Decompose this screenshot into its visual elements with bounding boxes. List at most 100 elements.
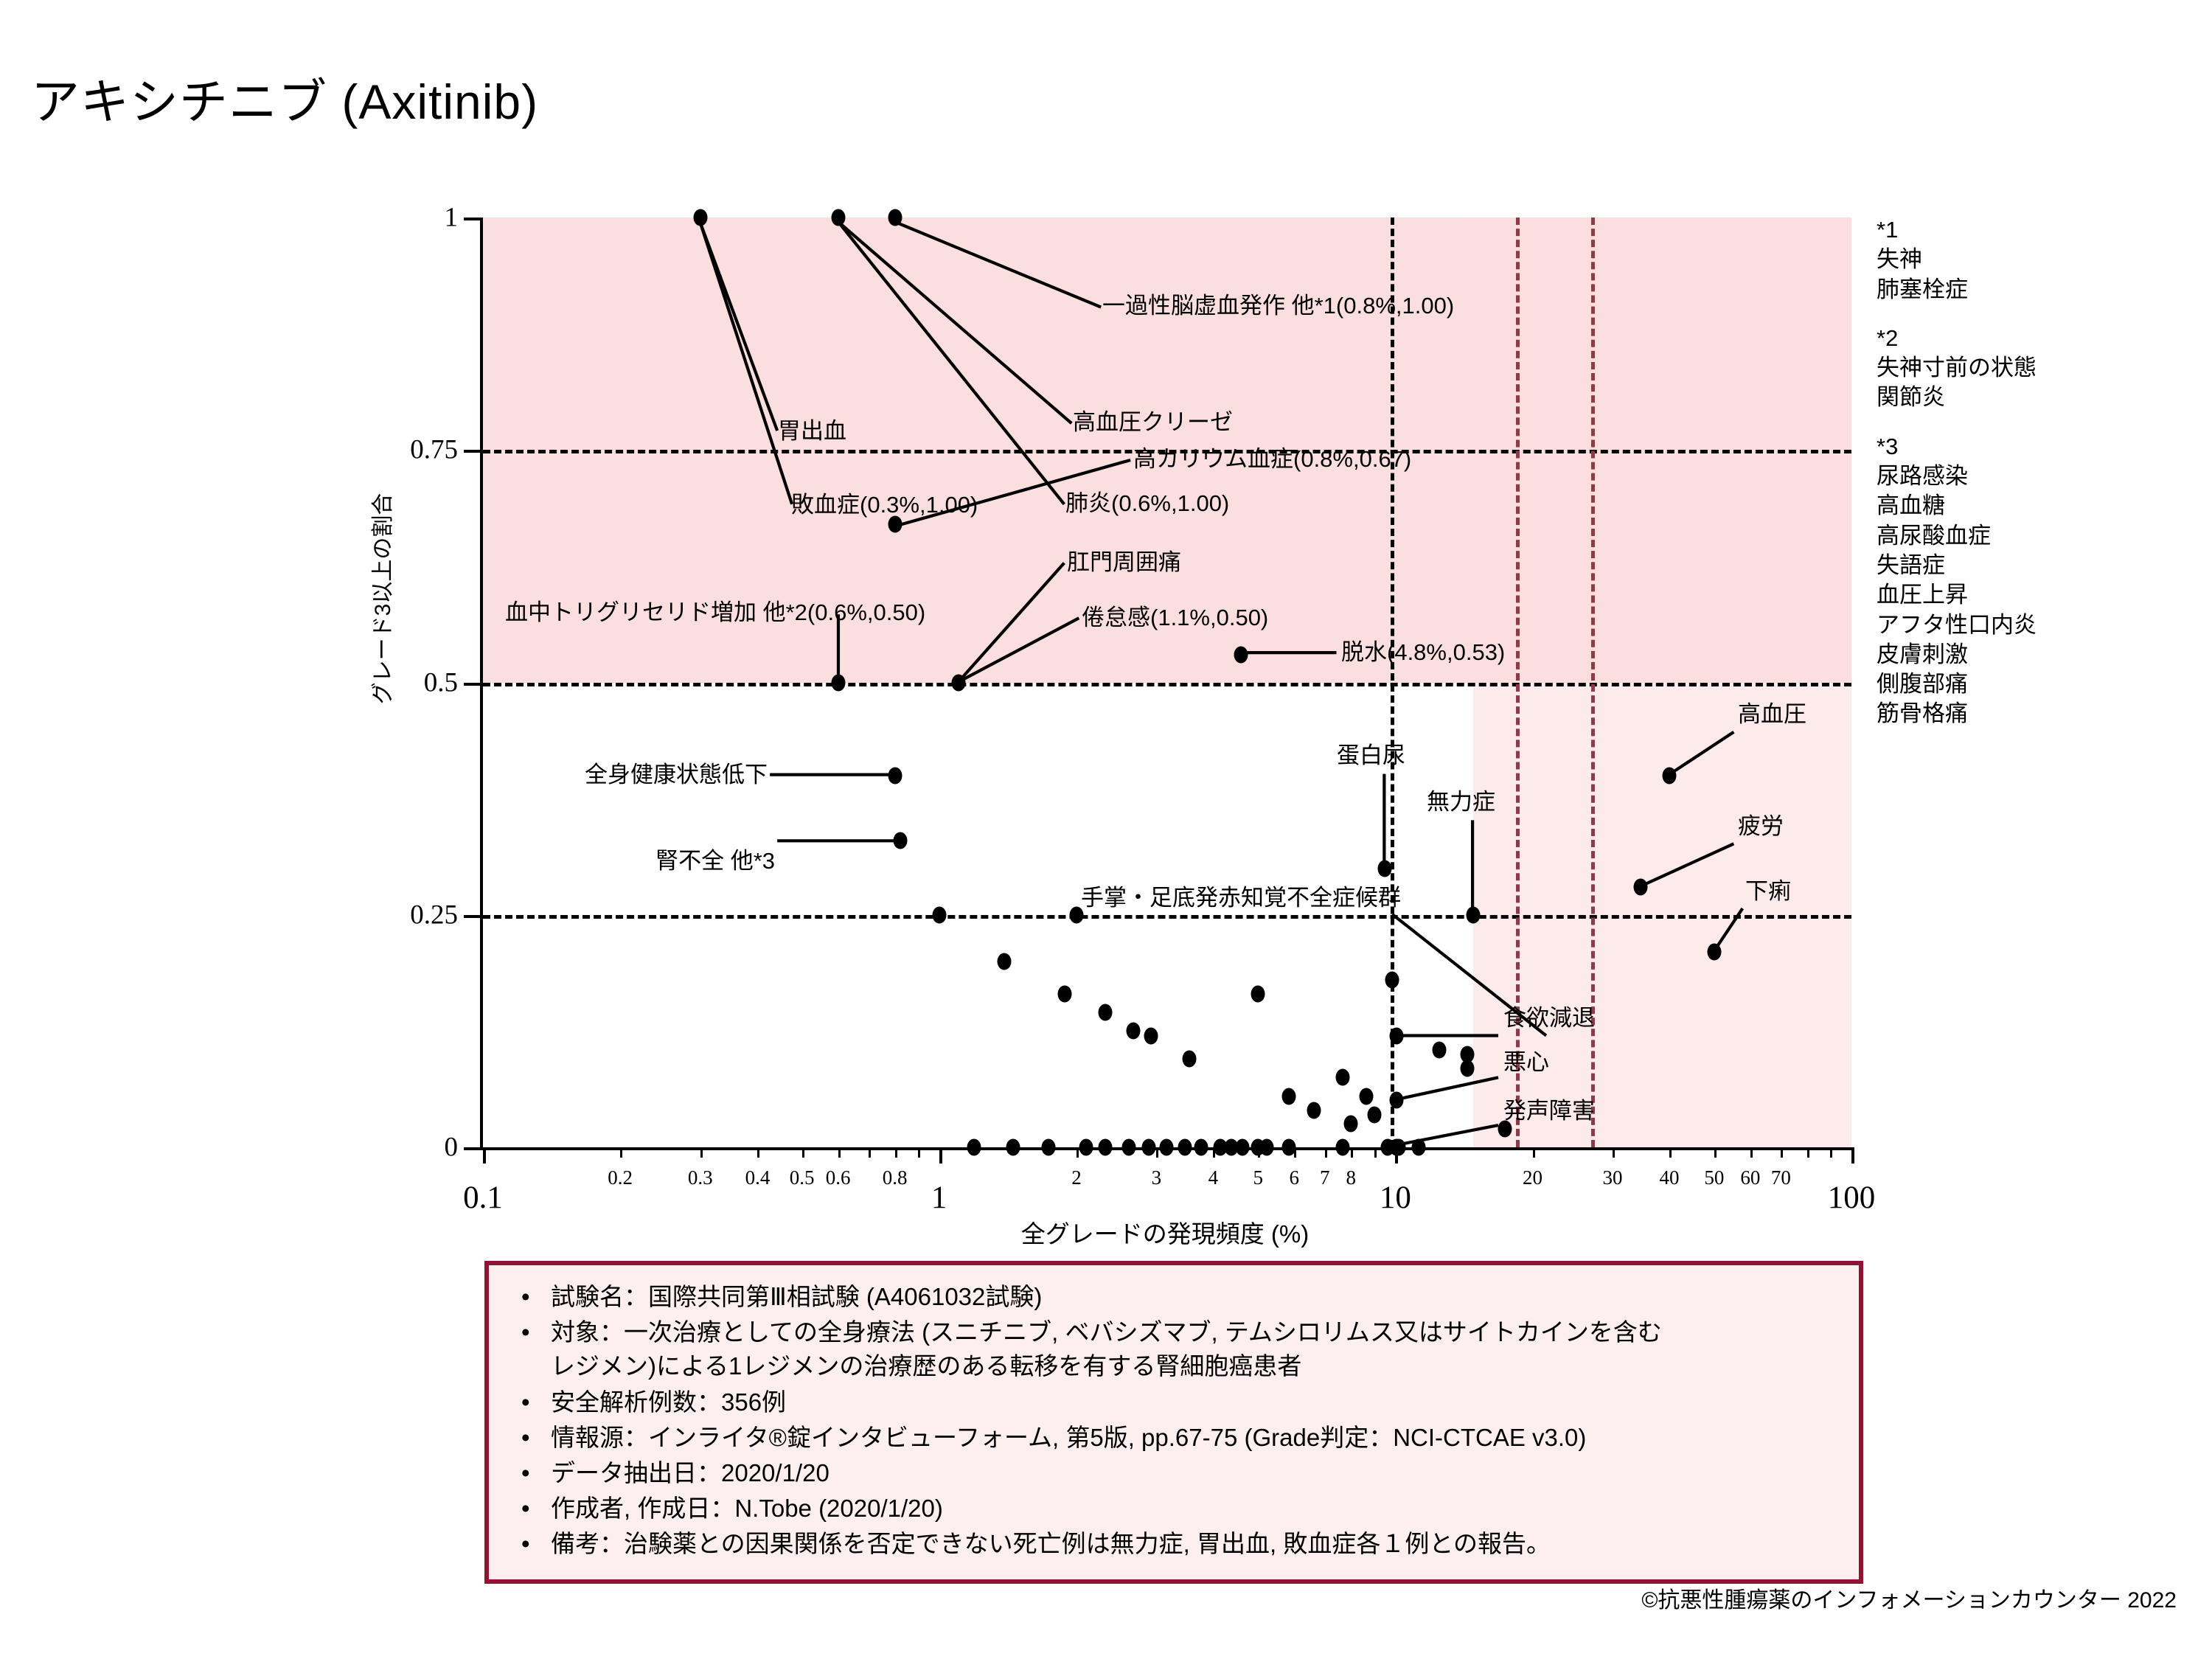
data-point[interactable] bbox=[967, 1138, 981, 1156]
xtick-80 bbox=[1806, 1147, 1809, 1158]
footnote-column: *1 失神 肺塞栓症 *2 失神寸前の状態 関節炎 *3 尿路感染 高血糖 高尿… bbox=[1877, 215, 2037, 748]
data-point[interactable] bbox=[1281, 1088, 1296, 1105]
data-point[interactable] bbox=[1335, 1068, 1350, 1086]
study-info-list: 試験名：国際共同第Ⅲ相試験 (A4061032試験) 対象：一次治療としての全身… bbox=[508, 1280, 1840, 1562]
data-point[interactable] bbox=[1281, 1138, 1296, 1156]
data-point-general-health-decline[interactable] bbox=[888, 767, 902, 785]
data-point[interactable] bbox=[1098, 1138, 1113, 1156]
data-point[interactable] bbox=[1307, 1102, 1321, 1119]
xlabel-0.5: 0.5 bbox=[789, 1166, 815, 1189]
data-point-hypertension[interactable] bbox=[1662, 767, 1677, 785]
xlabel-7: 7 bbox=[1320, 1166, 1330, 1189]
scatter-plot-area: 0 0.25 0.5 0.75 1 0.1 0.2 0.3 0.4 0.5 0.… bbox=[410, 203, 1875, 1216]
data-point-diarrhea[interactable] bbox=[1707, 943, 1722, 961]
data-point[interactable] bbox=[1121, 1138, 1136, 1156]
data-point-dehydration[interactable] bbox=[1234, 646, 1248, 664]
data-point[interactable] bbox=[1335, 1138, 1350, 1156]
footnote-group-1: *1 失神 肺塞栓症 bbox=[1877, 215, 2037, 305]
data-point[interactable] bbox=[1194, 1138, 1208, 1156]
data-point-triglycerides[interactable] bbox=[831, 674, 846, 691]
gridline-y-0.75 bbox=[483, 450, 1851, 454]
data-point[interactable] bbox=[1359, 1088, 1374, 1105]
data-point[interactable] bbox=[1213, 1138, 1228, 1156]
study-info-box: 試験名：国際共同第Ⅲ相試験 (A4061032試験) 対象：一次治療としての全身… bbox=[484, 1261, 1863, 1584]
annotation-dehydration: 脱水(4.8%,0.53) bbox=[1341, 639, 1506, 665]
annotation-triglycerides: 血中トリグリセリド増加 他*2(0.6%,0.50) bbox=[505, 599, 926, 625]
xtick-0.7 bbox=[869, 1147, 872, 1158]
xtick-100 bbox=[1851, 1147, 1854, 1164]
data-point-fatigue[interactable] bbox=[1633, 878, 1648, 896]
data-point-hyperkalemia[interactable] bbox=[888, 515, 902, 533]
data-point[interactable] bbox=[1006, 1138, 1020, 1156]
annotation-renal-failure: 腎不全 他*3 bbox=[655, 848, 775, 874]
gridline-x-25 bbox=[1391, 218, 1395, 1147]
annotation-dysphonia: 発声障害 bbox=[1503, 1098, 1595, 1124]
data-point[interactable] bbox=[1098, 1004, 1113, 1021]
data-point[interactable] bbox=[1259, 1138, 1274, 1156]
xlabel-40: 40 bbox=[1659, 1166, 1680, 1189]
ylabel-0.75: 0.75 bbox=[410, 434, 458, 465]
data-point[interactable] bbox=[1141, 1138, 1156, 1156]
annotation-hypertensive-crisis: 高血圧クリーゼ bbox=[1073, 409, 1233, 435]
data-point[interactable] bbox=[1144, 1027, 1158, 1045]
data-point[interactable] bbox=[997, 953, 1012, 970]
data-point[interactable] bbox=[1343, 1115, 1358, 1133]
annotation-perianal-pain: 肛門周囲痛 bbox=[1067, 549, 1181, 575]
xtick-9 bbox=[1374, 1147, 1377, 1158]
data-point[interactable] bbox=[1411, 1138, 1426, 1156]
footnote-item: 血圧上昇 bbox=[1877, 582, 1968, 608]
data-point[interactable] bbox=[1224, 1138, 1239, 1156]
data-point-gastric-hemorrhage[interactable] bbox=[693, 209, 708, 226]
footnote-item: 関節炎 bbox=[1877, 384, 1945, 411]
annotation-hyperkalemia: 高カリウム血症(0.8%,0.67) bbox=[1133, 446, 1412, 472]
data-point[interactable] bbox=[1079, 1138, 1093, 1156]
data-point-renal-failure[interactable] bbox=[893, 832, 908, 849]
data-point[interactable] bbox=[1159, 1138, 1174, 1156]
xlabel-100: 100 bbox=[1827, 1180, 1876, 1215]
data-point[interactable] bbox=[932, 906, 947, 924]
xtick-40 bbox=[1669, 1147, 1672, 1158]
data-point[interactable] bbox=[1432, 1041, 1447, 1059]
ytick-0.75 bbox=[464, 450, 483, 453]
data-point[interactable] bbox=[1460, 1046, 1475, 1063]
data-point-asthenia[interactable] bbox=[1466, 906, 1481, 924]
xtick-90 bbox=[1830, 1147, 1833, 1158]
data-point-pneumonia[interactable] bbox=[831, 209, 846, 226]
data-point-appetite-loss[interactable] bbox=[1389, 1027, 1404, 1045]
data-point[interactable] bbox=[1235, 1138, 1250, 1156]
data-point[interactable] bbox=[1041, 1138, 1056, 1156]
data-point[interactable] bbox=[1182, 1050, 1197, 1068]
data-point[interactable] bbox=[1391, 1138, 1406, 1156]
footnote-marker-3: *3 bbox=[1877, 433, 1899, 459]
annotation-general-health-decline: 全身健康状態低下 bbox=[585, 762, 768, 787]
copyright-notice: ©抗悪性腫瘍薬のインフォメーションカウンター 2022 bbox=[1641, 1588, 2177, 1613]
data-point[interactable] bbox=[1126, 1022, 1141, 1040]
info-item-safety-n: 安全解析例数：356例 bbox=[508, 1385, 1840, 1419]
data-point[interactable] bbox=[1069, 906, 1084, 924]
footnote-item: 失語症 bbox=[1877, 552, 1945, 578]
data-point-proteinuria[interactable] bbox=[1377, 860, 1392, 877]
footnote-item: 尿路感染 bbox=[1877, 463, 1968, 490]
xlabel-0.4: 0.4 bbox=[745, 1166, 771, 1189]
annotation-hfs: 手掌・足底発赤知覚不全症候群 bbox=[1081, 885, 1401, 911]
data-point-fatigue-malaise[interactable] bbox=[951, 674, 966, 691]
footnote-item: 側腹部痛 bbox=[1877, 671, 1968, 698]
xtick-20 bbox=[1532, 1147, 1535, 1158]
data-point[interactable] bbox=[1460, 1060, 1475, 1077]
xlabel-20: 20 bbox=[1523, 1166, 1543, 1189]
footnote-group-3: *3 尿路感染 高血糖 高尿酸血症 失語症 血圧上昇 アフタ性口内炎 皮膚刺激 … bbox=[1877, 432, 2037, 729]
data-point[interactable] bbox=[1367, 1106, 1382, 1124]
data-point[interactable] bbox=[1178, 1138, 1192, 1156]
gridline-y-0.25 bbox=[483, 914, 1851, 919]
xtick-70 bbox=[1781, 1147, 1784, 1158]
annotation-diarrhea: 下痢 bbox=[1745, 878, 1791, 904]
data-point[interactable] bbox=[1498, 1120, 1512, 1138]
data-point[interactable] bbox=[1380, 1138, 1395, 1156]
data-point[interactable] bbox=[1057, 985, 1072, 1003]
data-point-tia[interactable] bbox=[888, 209, 902, 226]
xlabel-0.3: 0.3 bbox=[687, 1166, 713, 1189]
ylabel-0.5: 0.5 bbox=[423, 667, 458, 698]
data-point[interactable] bbox=[1251, 985, 1265, 1003]
data-point-nausea[interactable] bbox=[1389, 1091, 1404, 1109]
data-point-hfs[interactable] bbox=[1385, 971, 1399, 989]
